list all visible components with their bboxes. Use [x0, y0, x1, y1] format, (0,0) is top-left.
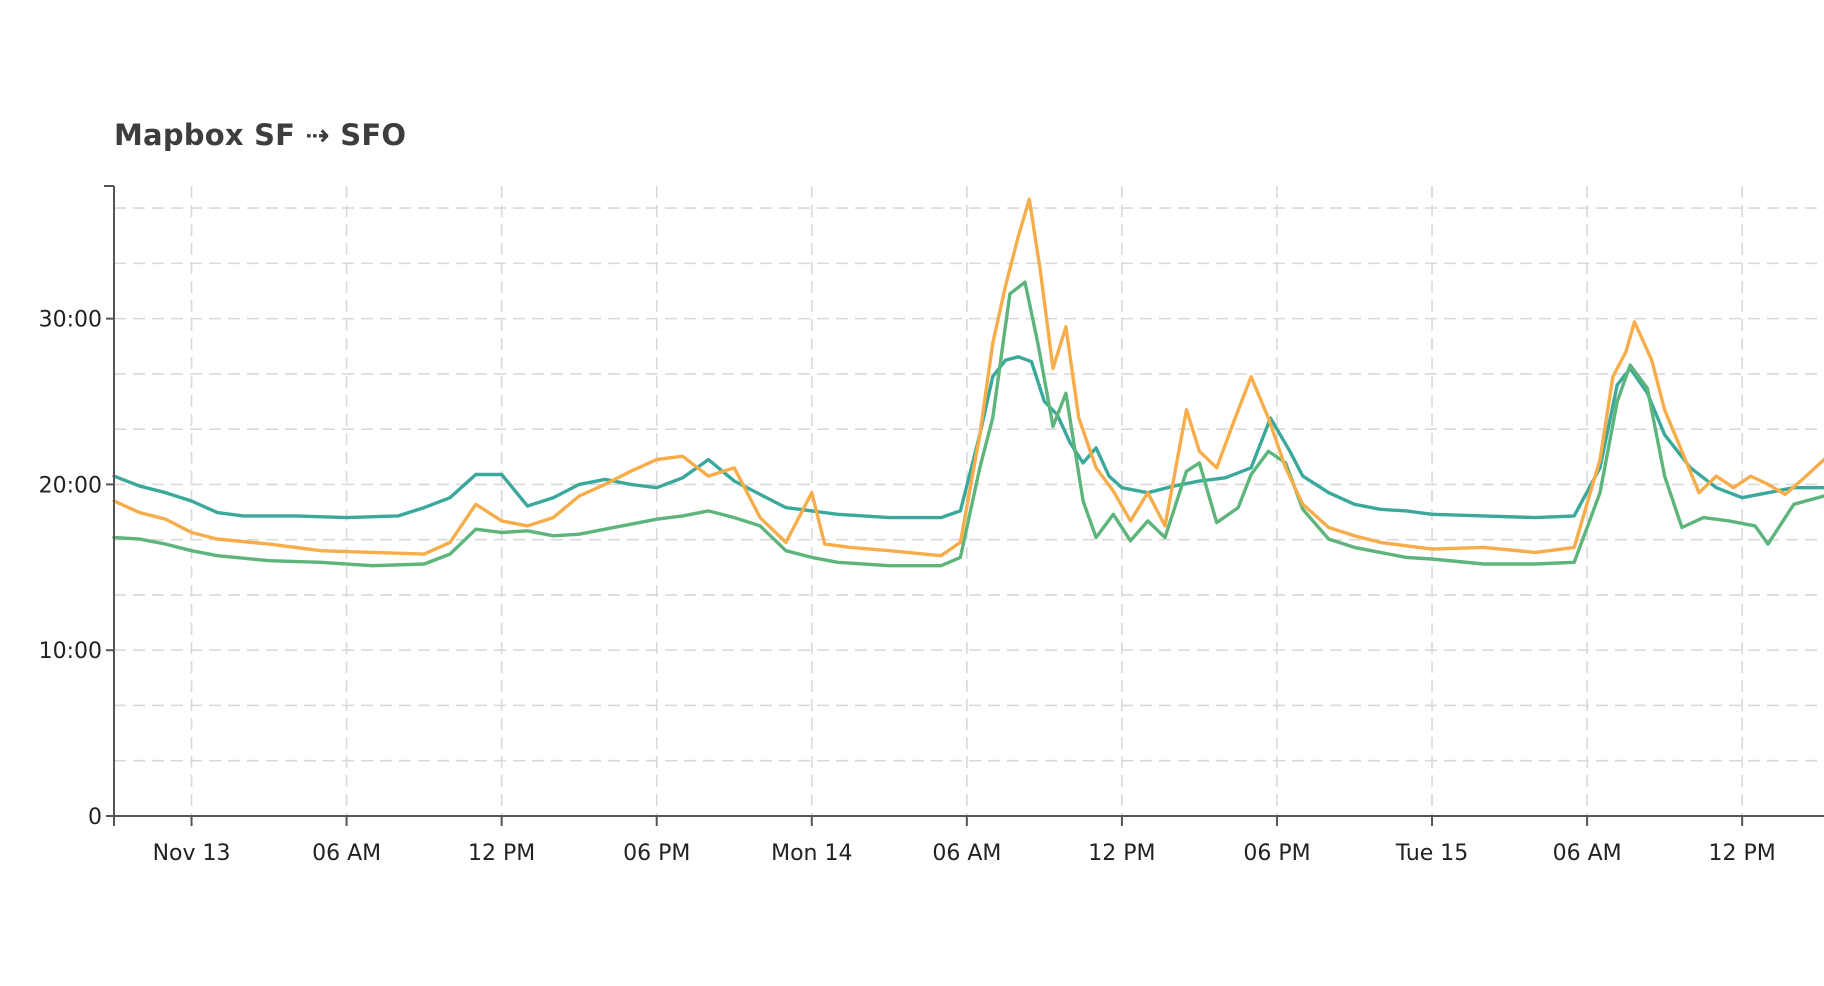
y-tick-label: 30:00 — [39, 308, 102, 333]
y-tick-label: 20:00 — [39, 473, 102, 498]
x-tick-label: 12 PM — [1088, 841, 1155, 866]
grid-lines — [114, 186, 1824, 816]
y-tick-label: 0 — [88, 805, 102, 830]
chart-title: Mapbox SF ⇢ SFO — [114, 118, 407, 152]
x-tick-label: 06 PM — [623, 841, 690, 866]
x-tick-label: Mon 14 — [771, 841, 852, 866]
axes — [104, 185, 1824, 826]
x-tick-label: 12 PM — [468, 841, 535, 866]
series-line-3 — [112, 197, 1824, 558]
series-line-1 — [112, 355, 1824, 520]
x-tick-label: 12 PM — [1709, 841, 1776, 866]
x-tick-label: 06 AM — [1553, 841, 1622, 866]
x-tick-label: 06 AM — [932, 841, 1001, 866]
x-tick-label: Nov 13 — [153, 841, 231, 866]
series-line-2 — [112, 280, 1824, 568]
x-tick-label: Tue 15 — [1395, 841, 1469, 866]
x-tick-label: 06 PM — [1243, 841, 1310, 866]
y-tick-label: 10:00 — [39, 639, 102, 664]
x-tick-label: 06 AM — [312, 841, 381, 866]
tick-labels: 0 10:00 20:00 30:00 Nov 13 06 AM 12 PM 06 PM Mon… — [39, 308, 1776, 866]
series-lines — [112, 197, 1824, 568]
